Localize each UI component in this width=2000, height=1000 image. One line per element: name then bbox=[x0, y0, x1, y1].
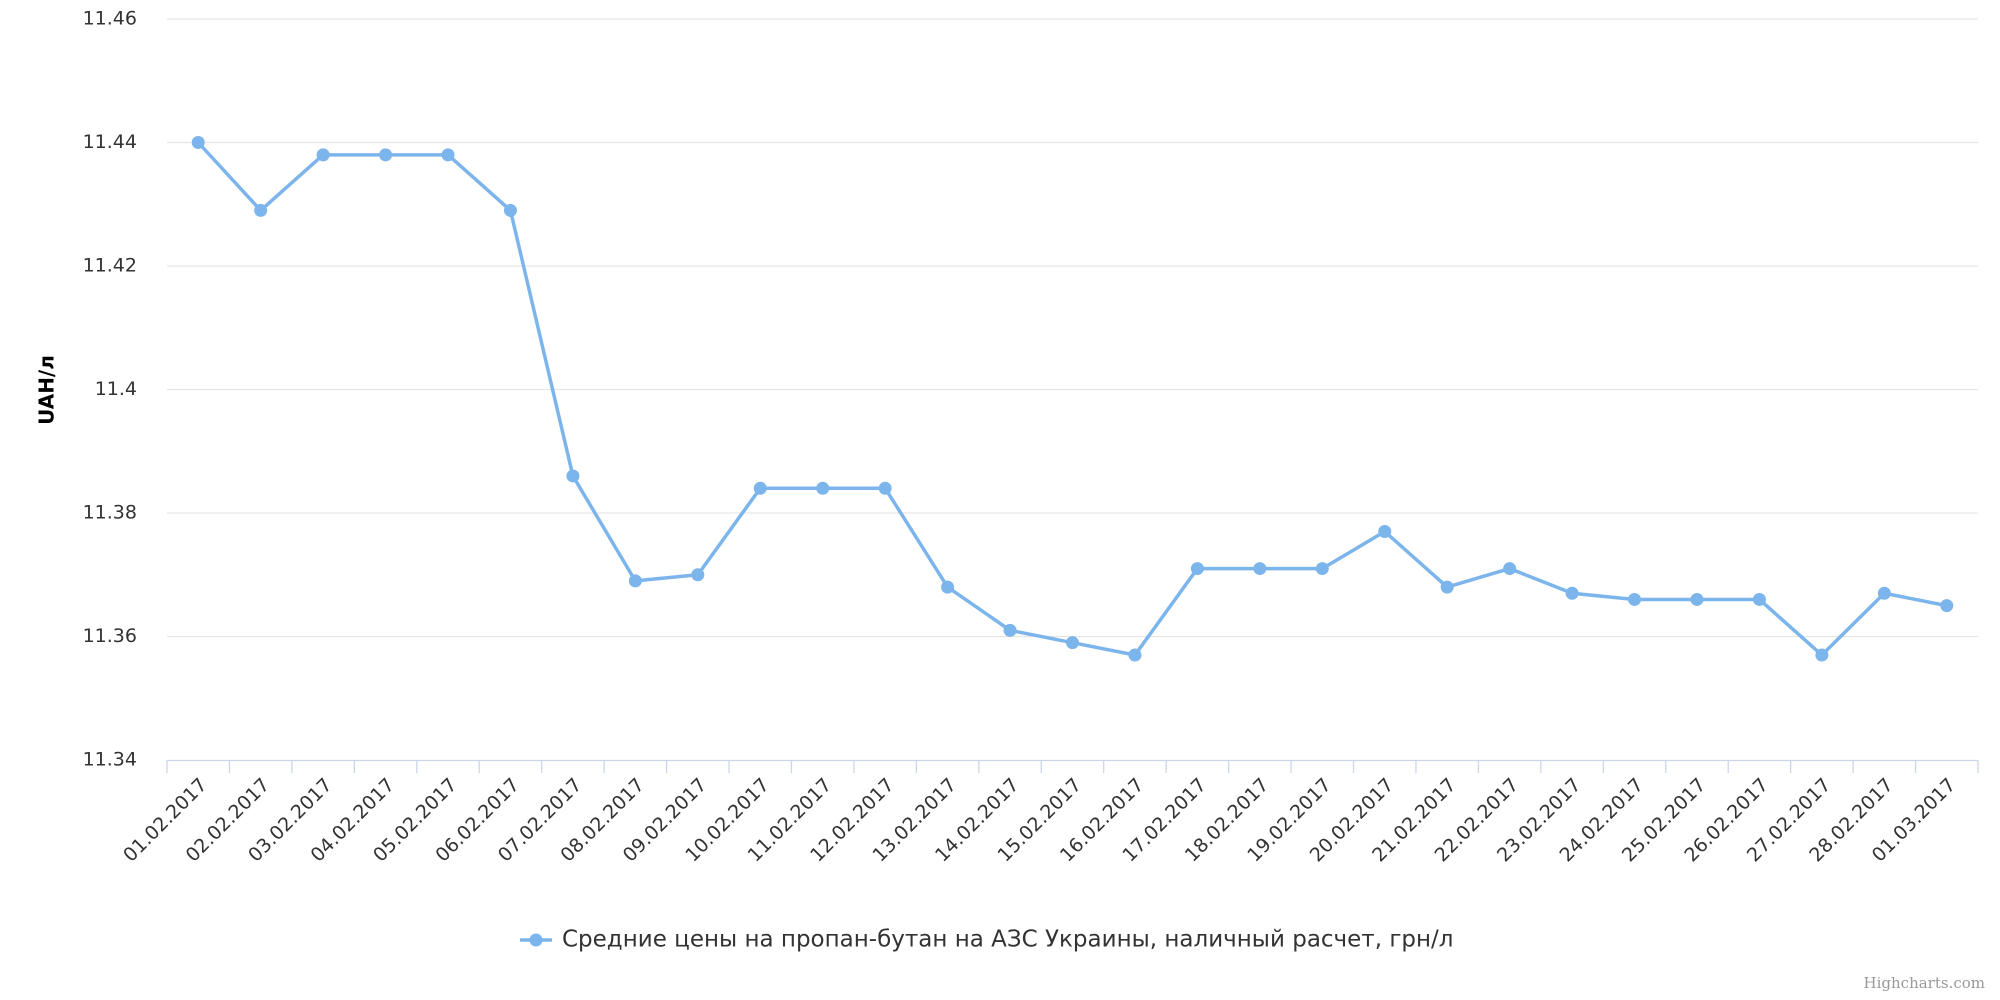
data-point bbox=[1877, 586, 1891, 600]
data-point bbox=[379, 148, 393, 162]
y-tick-label: 11.44 bbox=[83, 131, 137, 153]
y-tick-label: 11.42 bbox=[83, 255, 137, 277]
data-point bbox=[441, 148, 455, 162]
data-point bbox=[1066, 636, 1079, 650]
y-axis-title: UAH/л bbox=[35, 355, 59, 425]
data-point bbox=[503, 203, 517, 217]
data-point bbox=[1128, 648, 1142, 662]
data-point bbox=[1378, 525, 1392, 539]
series-line bbox=[196, 141, 1948, 657]
data-point bbox=[1190, 562, 1204, 576]
data-point bbox=[566, 469, 580, 483]
data-point bbox=[1628, 592, 1642, 606]
data-point bbox=[816, 481, 830, 495]
data-point bbox=[1253, 562, 1267, 576]
data-point bbox=[316, 148, 330, 162]
y-tick-label: 11.36 bbox=[83, 625, 137, 647]
data-point bbox=[1940, 599, 1954, 613]
data-point bbox=[1503, 562, 1517, 576]
data-point bbox=[691, 568, 705, 582]
y-tick-label: 11.46 bbox=[83, 8, 137, 30]
data-point bbox=[1815, 648, 1829, 662]
y-tick-label: 11.4 bbox=[95, 378, 137, 400]
data-point bbox=[753, 481, 767, 495]
y-tick-label: 11.38 bbox=[83, 502, 137, 524]
data-point bbox=[254, 203, 268, 217]
data-point bbox=[1003, 623, 1017, 637]
data-point bbox=[1440, 580, 1454, 594]
data-point bbox=[628, 574, 642, 588]
legend-marker bbox=[529, 933, 543, 947]
credits[interactable]: Highcharts.com bbox=[1864, 974, 1985, 992]
y-tick-label: 11.34 bbox=[83, 749, 137, 771]
data-point bbox=[1315, 562, 1329, 576]
legend-label[interactable]: Средние цены на пропан-бутан на АЗС Укра… bbox=[562, 927, 1454, 953]
data-point bbox=[1690, 592, 1704, 606]
data-point bbox=[1752, 592, 1766, 606]
data-point bbox=[191, 136, 205, 149]
data-point bbox=[1565, 586, 1579, 600]
data-point bbox=[878, 481, 892, 495]
data-point bbox=[941, 580, 955, 594]
